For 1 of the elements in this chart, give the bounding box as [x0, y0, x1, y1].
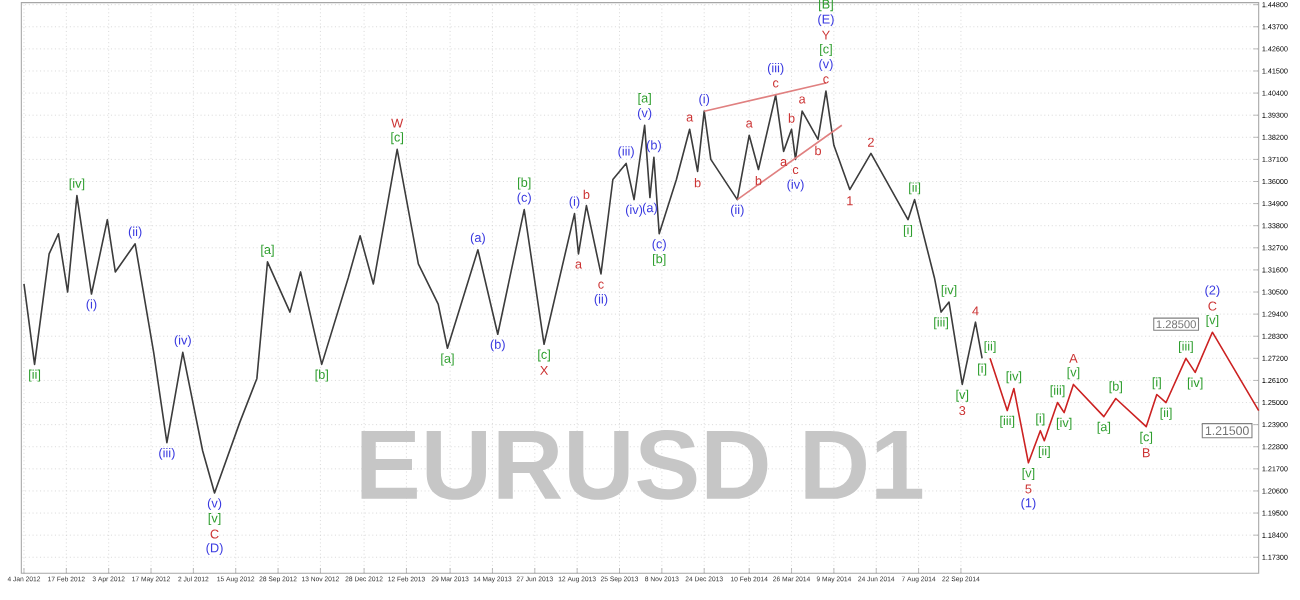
- annotation: EURUSD D1: [361, 429, 923, 500]
